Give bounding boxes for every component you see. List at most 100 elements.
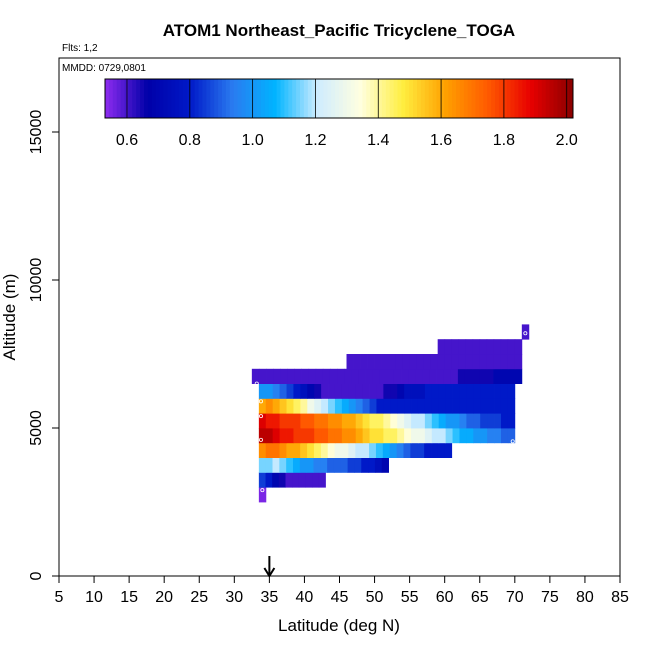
heatmap-cell	[347, 457, 355, 473]
heatmap-cell	[473, 383, 481, 399]
colorbar-segment	[144, 79, 149, 118]
heatmap-cell	[273, 368, 281, 384]
colorbar-segment	[526, 79, 531, 118]
x-tick-label: 85	[611, 589, 629, 606]
colorbar-segment	[428, 79, 434, 118]
heatmap-cell	[355, 383, 364, 399]
colorbar-segment	[272, 79, 278, 118]
colorbar-segment	[366, 79, 371, 118]
heatmap-cell	[298, 472, 306, 488]
colorbar-segment	[393, 79, 398, 118]
heatmap-cell	[258, 472, 266, 488]
heatmap-cell	[321, 383, 329, 399]
heatmap-cell	[487, 383, 495, 399]
heatmap-cell	[507, 428, 516, 444]
colorbar-segment	[534, 79, 539, 118]
colorbar-segment	[456, 79, 461, 118]
colorbar-segment	[222, 79, 227, 118]
colorbar-segment	[370, 79, 375, 118]
heatmap-cell	[424, 383, 433, 399]
heatmap-cell	[346, 354, 354, 370]
heatmap-cell	[396, 442, 404, 458]
heatmap-cell	[383, 428, 391, 444]
colorbar-segment	[553, 79, 558, 118]
colorbar-segment	[151, 79, 157, 118]
heatmap-cell	[358, 368, 366, 384]
colorbar-tick-label: 1.8	[493, 132, 515, 149]
colorbar-segment	[261, 79, 266, 118]
heatmap-cell	[452, 398, 460, 414]
flight-marker	[258, 414, 263, 419]
heatmap-cell	[361, 457, 369, 473]
heatmap-cell	[500, 354, 509, 370]
heatmap-cell	[258, 487, 267, 503]
heatmap-cell	[307, 413, 315, 429]
heatmap-cell	[286, 398, 294, 414]
heatmap-cell	[500, 368, 509, 384]
heatmap-cell	[300, 442, 308, 458]
heatmap-cell	[386, 368, 395, 384]
heatmap-cell	[265, 413, 274, 429]
mmdd-label: MMDD: 0729,0801	[62, 63, 146, 74]
x-tick-label: 30	[225, 589, 243, 606]
heatmap-cell	[486, 339, 495, 355]
heatmap-cell	[438, 428, 447, 444]
heatmap-cell	[307, 383, 315, 399]
heatmap-cell	[374, 354, 382, 370]
heatmap-cell	[341, 413, 350, 429]
heatmap-cell	[395, 354, 404, 370]
heatmap-cell	[355, 398, 364, 414]
colorbar-tick-label: 1.2	[304, 132, 326, 149]
colorbar-segment	[190, 79, 196, 118]
heatmap-cell	[487, 413, 495, 429]
heatmap-cell	[307, 442, 315, 458]
heatmap-cell	[272, 457, 280, 473]
colorbar-segment	[202, 79, 207, 118]
heatmap-cell	[416, 354, 425, 370]
colorbar-segment	[108, 79, 114, 118]
heatmap-cell	[459, 428, 467, 444]
heatmap-cell	[465, 339, 474, 355]
heatmap-cell	[353, 354, 361, 370]
x-tick-label: 40	[296, 589, 314, 606]
heatmap-cell	[417, 398, 426, 414]
colorbar-segment	[245, 79, 250, 118]
heatmap-cell	[369, 398, 377, 414]
heatmap-cell	[369, 413, 377, 429]
heatmap-cell	[410, 442, 418, 458]
heatmap-cell	[479, 354, 488, 370]
heatmap-cell	[272, 442, 280, 458]
heatmap-cell	[390, 398, 398, 414]
heatmap-cell	[507, 339, 516, 355]
heatmap-cell	[272, 398, 281, 414]
heatmap-cell	[362, 442, 370, 458]
location-arrow	[263, 556, 276, 578]
colorbar-segment	[381, 79, 387, 118]
heatmap-cell	[320, 442, 329, 458]
heatmap-cell	[437, 354, 446, 370]
colorbar-segment	[264, 79, 270, 118]
colorbar-segment	[459, 79, 465, 118]
colorbar: 0.6 0.8 1.0 1.2 1.4 1.6 1.8 2.0	[104, 78, 578, 149]
colorbar-segment	[374, 79, 379, 118]
y-axis: 0 5000 10000 15000	[28, 110, 59, 580]
colorbar-segment	[186, 79, 192, 118]
flight-marker	[510, 439, 515, 444]
heatmap-cell	[362, 428, 370, 444]
colorbar-segment	[323, 79, 328, 118]
heatmap-cell	[507, 368, 516, 384]
heatmap-cell	[500, 413, 509, 429]
x-axis: 5 10 15 20 25 30 35 40 45 50 55 60 65 70 75 80 85	[55, 576, 629, 606]
heatmap-cell	[293, 383, 301, 399]
heatmap-cell	[411, 398, 419, 414]
heatmap-cell	[307, 428, 315, 444]
heatmap-cell	[278, 472, 286, 488]
colorbar-segment	[463, 79, 469, 118]
colorbar-segment	[155, 79, 161, 118]
heatmap-cell	[458, 339, 467, 355]
heatmap-cell	[258, 457, 267, 473]
colorbar-segment	[506, 79, 512, 118]
heatmap-cell	[287, 368, 295, 384]
heatmap-cell	[294, 368, 302, 384]
colorbar-segment	[401, 79, 406, 118]
